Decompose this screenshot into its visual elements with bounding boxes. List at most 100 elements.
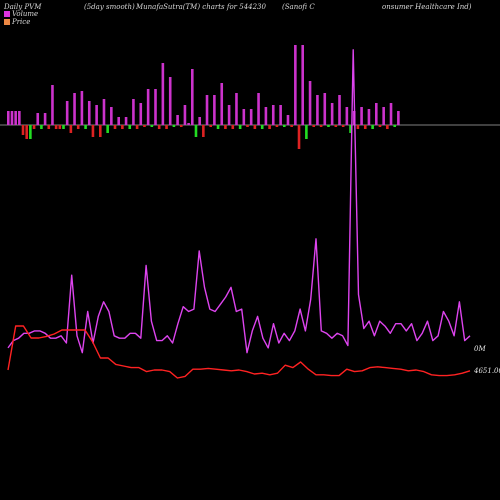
volume-bar [95,105,98,125]
volume-bar [264,107,268,125]
volume-bar [205,95,209,125]
volume-bar [227,105,231,125]
volume-bar [84,125,87,129]
volume-bar [283,125,286,127]
volume-bar [334,125,338,127]
volume-bar [43,113,47,125]
volume-bar [209,125,212,127]
volume-bar [58,125,62,129]
volume-bar [220,83,224,125]
volume-bar [213,95,216,125]
volume-bar [36,113,40,125]
volume-bar [54,125,58,129]
volume-bar [146,89,150,125]
volume-bar [386,125,389,129]
volume-bar [235,93,238,125]
volume-bar [268,125,271,129]
volume-bars-group [7,45,400,149]
header-smooth: (5day smooth) [84,3,135,11]
volume-bar [124,117,128,125]
legend-price-label: Price [12,18,31,26]
volume-bar [242,109,246,125]
volume-bar [150,125,154,127]
volume-bar [132,99,135,125]
volume-bar [113,125,117,129]
legend-price-swatch [4,19,10,25]
legend-volume-swatch [4,11,10,17]
volume-bar [40,125,43,129]
volume-bar [32,125,36,129]
volume-bar [102,99,106,125]
volume-bar [393,125,396,127]
volume-bar [249,109,253,125]
price-series-line [7,325,471,379]
header-company-a: (Sanofi C [282,3,315,11]
volume-bar [14,111,17,125]
volume-bar [106,125,109,133]
volume-bar [305,125,308,139]
legend-volume: Volume [4,10,38,18]
volume-bar [316,95,319,125]
volume-axis-label: 0M [474,345,486,353]
volume-bar [110,107,113,125]
volume-bar [246,125,249,127]
volume-bar [194,125,198,137]
volume-bar [308,81,312,125]
volume-bar [87,101,91,125]
volume-bar [62,125,65,129]
volume-bar [29,125,32,139]
volume-bar [191,69,194,125]
volume-bar [397,111,400,125]
volume-bar [238,125,242,129]
volume-bar [360,107,363,125]
volume-bar [382,107,385,125]
volume-bar [216,125,220,129]
volume-bar [356,125,360,129]
volume-bar [76,125,80,129]
volume-bar [157,125,161,129]
volume-bar [69,125,73,133]
volume-bar [341,125,345,127]
volume-bar [139,103,143,125]
lines-group [7,49,471,379]
volume-bar [375,103,378,125]
header-title: MunafaSutra(TM) charts for 544230 [136,3,266,11]
volume-bar [121,125,124,129]
volume-bar [187,123,190,125]
volume-bar [323,93,327,125]
volume-bar [253,125,257,129]
volume-bar [271,105,275,125]
volume-bar [128,125,132,129]
legend-volume-label: Volume [12,10,39,18]
volume-bar [154,89,157,125]
volume-bar [290,125,293,127]
volume-bar [257,93,260,125]
volume-bar [179,125,183,127]
volume-bar [10,111,14,125]
volume-bar [349,125,352,133]
volume-bar [312,125,316,127]
volume-bar [338,95,341,125]
volume-bar [327,125,330,127]
volume-bar [319,125,323,127]
header-company-b: onsumer Healthcare Ind) [382,3,472,11]
volume-bar [80,91,84,125]
volume-bar [286,115,290,125]
volume-bar [99,125,102,137]
legend-price: Price [4,18,30,26]
volume-bar [65,101,69,125]
volume-bar [168,77,172,125]
volume-bar [135,125,139,129]
volume-bar [378,125,382,127]
volume-bar [198,117,201,125]
volume-bar [301,45,304,125]
volume-bar [279,105,282,125]
volume-series-line [7,49,471,354]
volume-bar [7,111,10,125]
volume-bar [345,107,349,125]
volume-bar [73,93,76,125]
volume-bar [224,125,227,129]
volume-bar [18,111,21,125]
volume-bar [389,103,393,125]
